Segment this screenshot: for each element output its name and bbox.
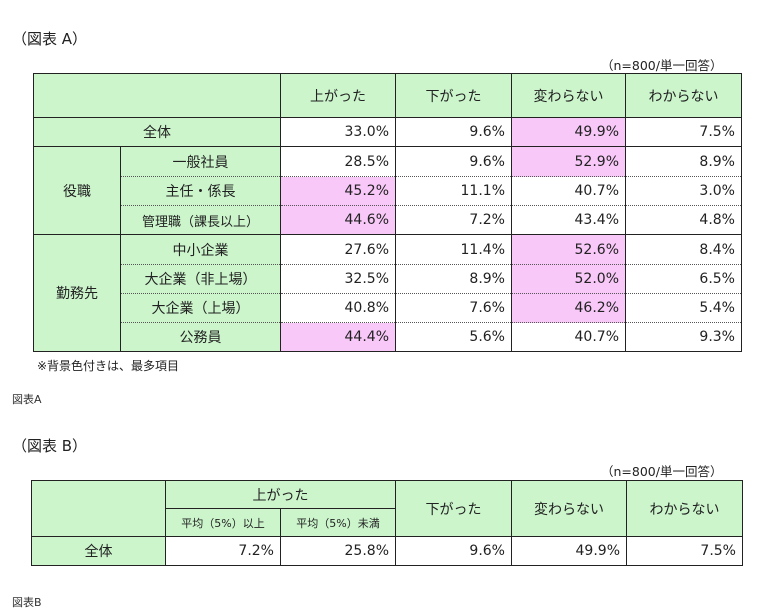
cell-value-highlight: 52.0% xyxy=(511,264,626,294)
row-label: 公務員 xyxy=(120,322,281,352)
cell-value: 11.1% xyxy=(395,176,512,206)
cell-value: 7.2% xyxy=(165,536,281,566)
table-row: 役職 一般社員 28.5% 9.6% 52.9% 8.9% xyxy=(33,146,742,235)
cell-value-highlight: 45.2% xyxy=(280,176,396,206)
header-corner xyxy=(31,480,166,537)
row-label: 中小企業 xyxy=(120,234,281,265)
header-same: 変わらない xyxy=(511,73,626,118)
row-label: 主任・係長 xyxy=(120,176,281,206)
table-b-sample-note: （n=800/単一回答） xyxy=(601,464,723,479)
cell-value: 7.5% xyxy=(625,117,742,147)
cell-value: 6.5% xyxy=(625,264,742,294)
cell-value: 25.8% xyxy=(280,536,396,566)
cell-value: 3.0% xyxy=(625,176,742,206)
row-label: 一般社員 xyxy=(120,146,281,177)
cell-value-highlight: 44.6% xyxy=(280,205,396,235)
group-label-employer: 勤務先 xyxy=(33,234,121,352)
cell-value: 7.6% xyxy=(395,293,512,323)
header-down: 下がった xyxy=(395,73,512,118)
table-b: 上がった 下がった 変わらない わからない 平均（5%）以上 平均（5%）未満 … xyxy=(31,480,743,566)
cell-value: 40.8% xyxy=(280,293,396,323)
header-row: 上がった 下がった 変わらない わからない xyxy=(33,73,742,118)
cell-value-highlight: 44.4% xyxy=(280,322,396,352)
cell-value: 9.6% xyxy=(395,117,512,147)
cell-value: 8.9% xyxy=(395,264,512,294)
table-a-sample-note: （n=800/単一回答） xyxy=(601,58,723,73)
row-label: 大企業（非上場） xyxy=(120,264,281,294)
header-unknown: わからない xyxy=(625,73,742,118)
header-same: 変わらない xyxy=(511,480,627,537)
cell-value: 33.0% xyxy=(280,117,396,147)
cell-value: 9.3% xyxy=(625,322,742,352)
table-a: 上がった 下がった 変わらない わからない 全体 33.0% 9.6% 49.9… xyxy=(33,73,742,352)
table-a-footnote: ※背景色付きは、最多項目 xyxy=(37,359,180,373)
header-unknown: わからない xyxy=(626,480,743,537)
cell-value: 5.4% xyxy=(625,293,742,323)
subheader-above-avg: 平均（5%）以上 xyxy=(165,508,281,537)
table-row: 大企業（上場） 40.8% 7.6% 46.2% 5.4% xyxy=(34,293,742,323)
row-label: 管理職（課長以上） xyxy=(120,205,281,235)
table-row: 管理職（課長以上） 44.6% 7.2% 43.4% 4.8% xyxy=(34,205,742,235)
cell-value: 43.4% xyxy=(511,205,626,235)
header-down: 下がった xyxy=(395,480,512,537)
table-row: 全体 33.0% 9.6% 49.9% 7.5% xyxy=(33,117,742,147)
table-a-title: （図表 A） xyxy=(12,30,88,48)
cell-value: 7.5% xyxy=(626,536,743,566)
cell-value: 5.6% xyxy=(395,322,512,352)
cell-value: 49.9% xyxy=(511,536,627,566)
subheader-row: 平均（5%）以上 平均（5%）未満 xyxy=(32,508,743,537)
cell-value: 40.7% xyxy=(511,322,626,352)
row-label: 全体 xyxy=(31,536,166,566)
cell-value: 4.8% xyxy=(625,205,742,235)
cell-value: 9.6% xyxy=(395,146,512,177)
table-row: 全体 7.2% 25.8% 9.6% 49.9% 7.5% xyxy=(31,536,743,566)
table-row: 主任・係長 45.2% 11.1% 40.7% 3.0% xyxy=(34,176,742,206)
table-a-caption: 図表A xyxy=(12,393,42,406)
table-row: 大企業（非上場） 32.5% 8.9% 52.0% 6.5% xyxy=(34,264,742,294)
cell-value: 28.5% xyxy=(280,146,396,177)
subheader-below-avg: 平均（5%）未満 xyxy=(280,508,396,537)
cell-value: 40.7% xyxy=(511,176,626,206)
cell-value: 8.4% xyxy=(625,234,742,265)
cell-value: 27.6% xyxy=(280,234,396,265)
table-b-caption: 図表B xyxy=(12,596,42,609)
cell-value: 8.9% xyxy=(625,146,742,177)
cell-value: 7.2% xyxy=(395,205,512,235)
header-up: 上がった xyxy=(165,480,396,509)
table-b-title: （図表 B） xyxy=(12,437,88,455)
header-up: 上がった xyxy=(280,73,396,118)
cell-value-highlight: 46.2% xyxy=(511,293,626,323)
table-row: 勤務先 中小企業 27.6% 11.4% 52.6% 8.4% xyxy=(33,234,742,352)
header-corner xyxy=(33,73,281,118)
group-label-position: 役職 xyxy=(33,146,121,235)
cell-value-highlight: 49.9% xyxy=(511,117,626,147)
table-row: 公務員 44.4% 5.6% 40.7% 9.3% xyxy=(34,322,742,352)
cell-value: 9.6% xyxy=(395,536,512,566)
cell-value: 32.5% xyxy=(280,264,396,294)
cell-value-highlight: 52.6% xyxy=(511,234,626,265)
row-label: 大企業（上場） xyxy=(120,293,281,323)
cell-value-highlight: 52.9% xyxy=(511,146,626,177)
cell-value: 11.4% xyxy=(395,234,512,265)
header-row: 上がった 下がった 変わらない わからない xyxy=(31,480,743,537)
row-label: 全体 xyxy=(33,117,281,147)
